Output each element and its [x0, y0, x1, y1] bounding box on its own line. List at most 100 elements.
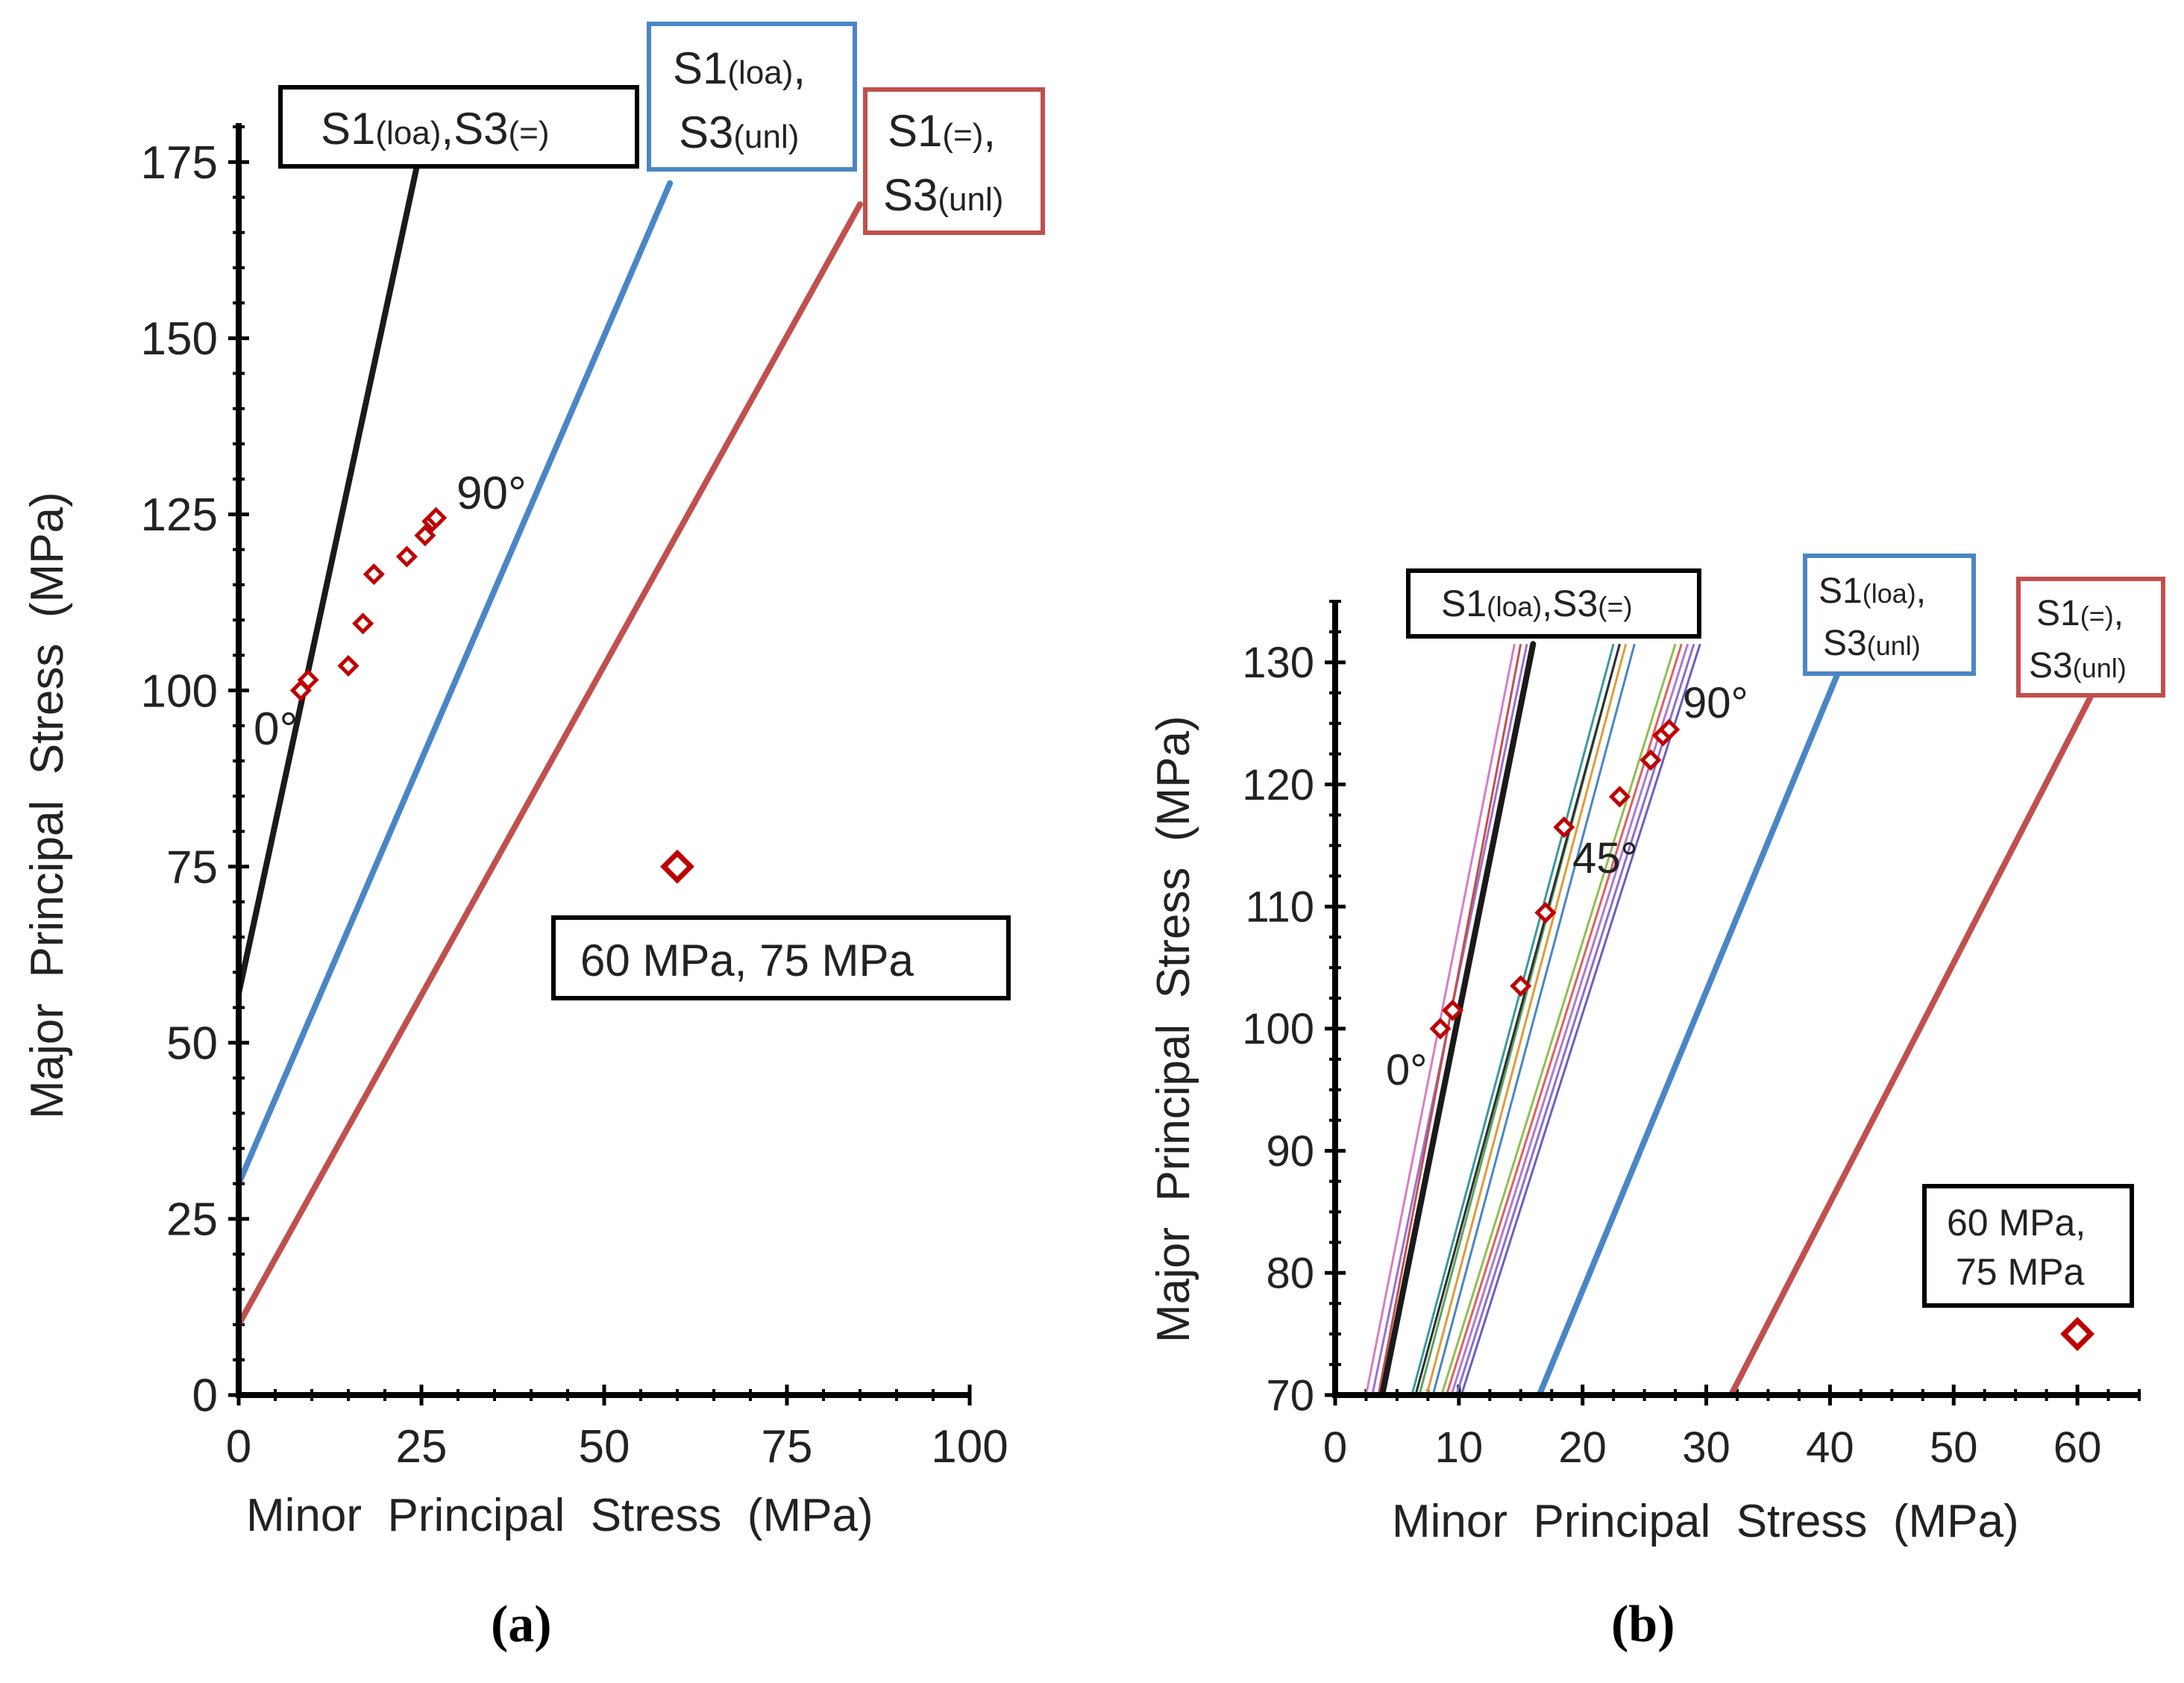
b-y-axis-label: Major Principal Stress (MPa): [1148, 715, 1199, 1343]
caption-b: (b): [1611, 1596, 1675, 1653]
b-y-tick-label: 80: [1266, 1250, 1314, 1298]
panel-a: 0 25 50 75 100 125 150 175 0 25 50 75 100 Minor Prin…: [22, 22, 1045, 1541]
a-x-tick-label: 100: [931, 1421, 1008, 1473]
svg-text:S3(unl): S3(unl): [883, 170, 1003, 220]
b-special-point-label: 60 MPa, 75 MPa: [1922, 1184, 2134, 1308]
a-x-tick-label: 25: [396, 1421, 448, 1473]
b-data-point: [1534, 901, 1557, 924]
a-y-tick-label: 100: [141, 665, 218, 717]
a-data-point: [297, 668, 319, 691]
a-y-tick-label: 25: [166, 1194, 218, 1246]
b-fan-line-6: [1431, 643, 1636, 1395]
b-fan-line-12: [1460, 643, 1701, 1395]
a-series-line-2: [239, 201, 863, 1328]
a-series-line-0: [239, 159, 421, 997]
a-data-point: [414, 524, 436, 547]
a-y-tick-label: 50: [166, 1018, 218, 1069]
a-legend-box-s1loa-s3eq: S1(loa),S3(=): [278, 85, 639, 169]
b-tick-labels: 70 80 90 100 110 120 130 0 10 20 30 40 50 60: [1242, 639, 2101, 1472]
b-fan-line-5: [1425, 643, 1628, 1395]
b-fan-line-2: [1377, 644, 1522, 1395]
svg-text:S3(unl): S3(unl): [2029, 646, 2127, 686]
a-data-point: [352, 612, 374, 635]
svg-text:S1(loa),: S1(loa),: [673, 43, 806, 93]
a-y-axis-label: Major Principal Stress (MPa): [22, 492, 73, 1119]
b-legend-box-s1loa-s3unl: S1(loa), S3(unl): [1803, 554, 1976, 676]
b-y-tick-label: 110: [1246, 883, 1314, 932]
b-axes: [1332, 601, 2139, 1398]
a-y-tick-label: 125: [141, 489, 218, 541]
b-y-tick-label: 70: [1266, 1371, 1314, 1420]
svg-text:75 MPa: 75 MPa: [1956, 1251, 2085, 1293]
b-x-tick-label: 10: [1435, 1423, 1484, 1472]
b-x-tick-label: 20: [1558, 1423, 1607, 1472]
b-data-point: [1429, 1018, 1452, 1040]
svg-text:S1(=),: S1(=),: [888, 106, 996, 156]
a-y-tick-label: 75: [166, 841, 218, 893]
a-y-tick-label: 175: [141, 137, 218, 189]
b-fan-line-11: [1455, 643, 1695, 1395]
a-x-tick-label: 50: [579, 1421, 630, 1473]
a-special-point-label: 60 MPa, 75 MPa: [551, 915, 1011, 1000]
a-legend-box-s1eq-s3unl: S1(=), S3(unl): [863, 87, 1045, 235]
a-x-tick-label: 0: [226, 1421, 251, 1473]
b-x-tick-label: 40: [1806, 1423, 1854, 1472]
b-annotation-0deg: 0°: [1386, 1046, 1427, 1094]
a-data-point: [363, 563, 385, 586]
b-fan-lines: [1364, 643, 1701, 1395]
a-annotation-0deg: 0°: [254, 703, 298, 755]
b-special-point: [2060, 1317, 2095, 1352]
a-annotation-90deg: 90°: [456, 468, 527, 519]
b-y-tick-label: 130: [1242, 639, 1314, 687]
caption-a: (a): [491, 1596, 552, 1653]
b-fan-line-8: [1440, 643, 1677, 1395]
panel-b: 70 80 90 100 110 120 130 0 10 20 30 40 50 60 Minor Pr…: [1148, 554, 2165, 1547]
b-annotation-90deg: 90°: [1683, 679, 1748, 727]
b-data-point: [1639, 749, 1662, 771]
a-data-point: [425, 507, 448, 529]
b-fan-line-10: [1450, 643, 1689, 1395]
a-x-axis-label: Minor Principal Stress (MPa): [246, 1490, 873, 1541]
b-data-point: [1510, 975, 1532, 997]
b-x-axis-label: Minor Principal Stress (MPa): [1392, 1496, 2019, 1547]
a-series-line-1: [239, 180, 674, 1187]
b-fan-line-3: [1410, 643, 1615, 1395]
b-y-tick-label: 90: [1266, 1127, 1314, 1176]
b-data-point: [1442, 999, 1464, 1021]
b-x-tick-label: 30: [1682, 1423, 1730, 1472]
a-axes: [236, 123, 970, 1398]
b-legend-box-s1eq-s3unl: S1(=), S3(unl): [2016, 577, 2165, 698]
b-data-point: [1658, 718, 1681, 741]
a-tick-labels: 0 25 50 75 100 125 150 175 0 25 50 75 100: [141, 137, 1008, 1473]
svg-text:S1(loa),S3(=): S1(loa),S3(=): [1441, 583, 1633, 624]
svg-text:60 MPa, 75 MPa: 60 MPa, 75 MPa: [580, 935, 914, 985]
b-y-tick-label: 100: [1242, 1005, 1314, 1053]
a-y-tick-label: 150: [141, 313, 218, 365]
a-special-point: [660, 849, 694, 884]
svg-text:S1(loa),S3(=): S1(loa),S3(=): [321, 104, 549, 154]
b-data-points: [1429, 718, 2095, 1352]
a-series-lines: [239, 159, 863, 1328]
svg-text:S3(unl): S3(unl): [1823, 624, 1921, 663]
b-data-point: [1608, 786, 1631, 808]
b-legend-box-s1loa-s3eq: S1(loa),S3(=): [1406, 568, 1701, 639]
a-legend-box-s1loa-s3unl: S1(loa), S3(unl): [647, 22, 857, 172]
b-series-line-2: [1728, 671, 2106, 1395]
b-x-tick-label: 50: [1930, 1423, 1978, 1472]
a-x-tick-label: 75: [762, 1421, 813, 1473]
a-data-points: [289, 507, 694, 884]
svg-text:S1(loa),: S1(loa),: [1819, 571, 1926, 611]
b-series-line-0: [1379, 641, 1537, 1395]
b-fan-line-7: [1414, 643, 1621, 1395]
b-fan-line-9: [1445, 643, 1683, 1395]
svg-text:S3(unl): S3(unl): [679, 107, 799, 157]
b-y-tick-label: 120: [1242, 761, 1314, 809]
b-series-line-1: [1536, 659, 1845, 1395]
svg-text:60 MPa,: 60 MPa,: [1947, 1202, 2086, 1244]
b-series-lines: [1379, 641, 2106, 1395]
b-x-tick-label: 0: [1323, 1423, 1347, 1472]
a-y-tick-label: 0: [192, 1370, 218, 1422]
b-data-point: [1553, 816, 1575, 839]
a-data-point: [395, 545, 418, 568]
